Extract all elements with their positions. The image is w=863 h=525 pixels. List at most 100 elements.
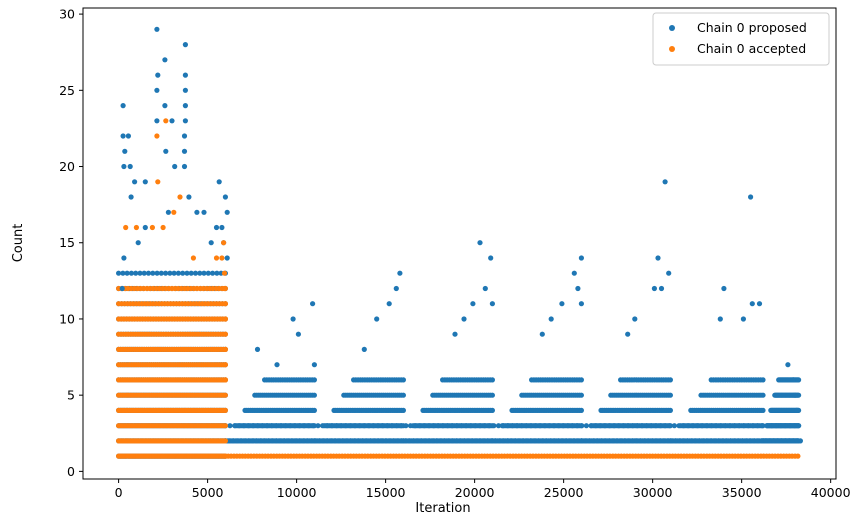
proposed-point [532, 423, 539, 429]
proposed-point [528, 423, 534, 429]
accepted-point [222, 316, 228, 322]
proposed-point [329, 423, 335, 429]
proposed-point [426, 438, 432, 444]
y-tick-label: 30 [59, 7, 75, 22]
accepted-point [795, 453, 801, 459]
proposed-point [375, 423, 381, 429]
x-axis-label: Iteration [415, 501, 470, 516]
proposed-point [442, 438, 448, 444]
proposed-point [254, 346, 261, 352]
proposed-point [254, 438, 260, 444]
x-tick-label: 0 [115, 485, 123, 500]
proposed-point [651, 285, 658, 292]
proposed-point [473, 438, 479, 444]
proposed-point [797, 438, 804, 444]
proposed-point [135, 240, 141, 246]
proposed-point [438, 438, 444, 444]
accepted-point [222, 423, 228, 429]
proposed-point [727, 423, 733, 429]
accepted-point [190, 255, 196, 261]
proposed-point [394, 423, 400, 429]
proposed-point [142, 224, 148, 231]
proposed-point [205, 270, 211, 276]
proposed-point [333, 423, 340, 429]
proposed-point [273, 423, 279, 429]
accepted-point [222, 301, 228, 307]
proposed-point [469, 438, 475, 444]
legend-label-accepted: Chain 0 accepted [697, 41, 806, 56]
proposed-point [395, 438, 401, 444]
proposed-point [489, 377, 495, 383]
proposed-point [587, 438, 593, 444]
proposed-point [184, 270, 190, 276]
y-tick-label: 20 [59, 159, 75, 174]
proposed-point [182, 103, 188, 109]
proposed-point [389, 423, 395, 429]
proposed-point [477, 423, 483, 429]
proposed-point [731, 423, 738, 429]
proposed-point [180, 270, 186, 276]
accepted-point [222, 392, 228, 398]
proposed-point [150, 270, 156, 276]
proposed-point [637, 438, 644, 444]
proposed-point [417, 423, 423, 429]
proposed-point [597, 423, 603, 429]
y-tick-label: 25 [59, 83, 75, 98]
proposed-point [121, 255, 127, 261]
proposed-point [410, 438, 416, 444]
proposed-point [760, 392, 766, 398]
proposed-point [782, 438, 789, 444]
accepted-point [171, 209, 177, 215]
proposed-point [338, 423, 344, 429]
x-tick-label: 15000 [366, 485, 406, 500]
proposed-point [454, 423, 460, 429]
accepted-point [222, 331, 228, 337]
proposed-point [277, 438, 283, 444]
proposed-point [379, 438, 385, 444]
proposed-point [614, 438, 620, 444]
x-tick-label: 25000 [544, 485, 584, 500]
proposed-point [677, 438, 683, 444]
proposed-point [749, 301, 755, 307]
proposed-point [398, 423, 404, 429]
proposed-point [536, 438, 542, 444]
legend-marker-accepted [669, 46, 675, 52]
proposed-point [755, 423, 761, 429]
proposed-point [547, 438, 554, 444]
proposed-point [565, 423, 571, 429]
proposed-point [720, 438, 726, 444]
proposed-point [371, 438, 377, 444]
proposed-point [292, 423, 298, 429]
proposed-point [639, 423, 645, 429]
proposed-point [133, 270, 139, 276]
proposed-point [348, 438, 354, 444]
proposed-point [181, 163, 188, 170]
accepted-point [222, 438, 228, 444]
proposed-point [125, 133, 131, 139]
proposed-point [528, 438, 534, 444]
legend-marker-proposed [669, 25, 675, 31]
proposed-point [708, 423, 715, 429]
proposed-point [274, 362, 280, 368]
proposed-point [673, 438, 679, 444]
y-axis-label: Count [11, 224, 26, 263]
proposed-point [616, 423, 622, 429]
proposed-point [771, 438, 777, 444]
proposed-point [735, 438, 742, 444]
proposed-point [400, 407, 406, 413]
proposed-point [559, 301, 565, 307]
accepted-point [149, 224, 155, 231]
proposed-point [551, 423, 557, 429]
proposed-point [556, 423, 562, 429]
proposed-point [283, 423, 289, 429]
proposed-point [787, 423, 793, 429]
proposed-point [154, 270, 160, 276]
proposed-point [336, 438, 342, 444]
proposed-point [387, 438, 393, 444]
accepted-point [222, 346, 228, 352]
proposed-point [468, 423, 474, 429]
proposed-point [367, 438, 373, 444]
proposed-point [755, 438, 761, 444]
proposed-point [607, 423, 613, 429]
